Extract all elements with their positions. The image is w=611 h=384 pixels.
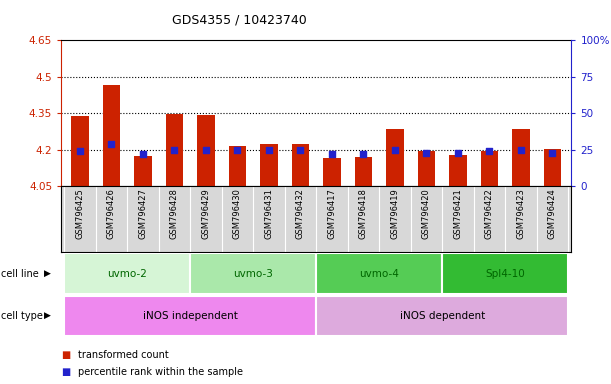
Text: cell line: cell line bbox=[1, 268, 38, 279]
Text: GSM796429: GSM796429 bbox=[202, 188, 210, 239]
Bar bbox=[197, 115, 214, 186]
Bar bbox=[229, 146, 246, 186]
Text: GSM796418: GSM796418 bbox=[359, 188, 368, 239]
Text: GSM796420: GSM796420 bbox=[422, 188, 431, 239]
Text: GSM796422: GSM796422 bbox=[485, 188, 494, 239]
Text: ■: ■ bbox=[61, 367, 70, 377]
Bar bbox=[64, 253, 190, 294]
Bar bbox=[544, 149, 561, 186]
Text: cell type: cell type bbox=[1, 311, 43, 321]
Bar bbox=[442, 253, 568, 294]
Bar bbox=[71, 116, 89, 186]
Text: iNOS independent: iNOS independent bbox=[143, 311, 238, 321]
Point bbox=[359, 151, 368, 157]
Bar bbox=[166, 114, 183, 186]
Bar bbox=[386, 129, 404, 186]
Point bbox=[547, 150, 557, 156]
Bar bbox=[323, 158, 340, 186]
Text: percentile rank within the sample: percentile rank within the sample bbox=[78, 367, 243, 377]
Text: transformed count: transformed count bbox=[78, 350, 169, 360]
Bar bbox=[316, 296, 568, 336]
Text: uvmo-3: uvmo-3 bbox=[233, 268, 273, 279]
Text: GSM796431: GSM796431 bbox=[265, 188, 274, 239]
Bar bbox=[292, 144, 309, 186]
Text: GSM796425: GSM796425 bbox=[76, 188, 84, 239]
Point bbox=[233, 147, 243, 153]
Text: iNOS dependent: iNOS dependent bbox=[400, 311, 485, 321]
Point bbox=[327, 151, 337, 157]
Bar bbox=[103, 85, 120, 186]
Text: uvmo-2: uvmo-2 bbox=[108, 268, 147, 279]
Bar bbox=[190, 253, 316, 294]
Text: GSM796427: GSM796427 bbox=[139, 188, 147, 239]
Point bbox=[422, 150, 431, 156]
Point bbox=[106, 141, 116, 147]
Bar bbox=[449, 155, 467, 186]
Text: GSM796426: GSM796426 bbox=[107, 188, 116, 239]
Point bbox=[201, 147, 211, 153]
Text: GSM796419: GSM796419 bbox=[390, 188, 400, 239]
Point bbox=[264, 147, 274, 153]
Bar bbox=[512, 129, 530, 186]
Bar bbox=[134, 156, 152, 186]
Text: ▶: ▶ bbox=[44, 269, 51, 278]
Point bbox=[516, 147, 526, 153]
Text: GSM796432: GSM796432 bbox=[296, 188, 305, 239]
Text: GDS4355 / 10423740: GDS4355 / 10423740 bbox=[172, 13, 307, 26]
Bar bbox=[481, 151, 498, 186]
Point bbox=[390, 147, 400, 153]
Text: GSM796430: GSM796430 bbox=[233, 188, 242, 239]
Bar bbox=[260, 144, 277, 186]
Point bbox=[75, 148, 85, 154]
Text: GSM796421: GSM796421 bbox=[453, 188, 463, 239]
Text: ■: ■ bbox=[61, 350, 70, 360]
Point bbox=[453, 150, 463, 156]
Text: GSM796428: GSM796428 bbox=[170, 188, 179, 239]
Point bbox=[485, 148, 494, 154]
Bar bbox=[418, 151, 435, 186]
Bar bbox=[316, 253, 442, 294]
Text: uvmo-4: uvmo-4 bbox=[359, 268, 399, 279]
Point bbox=[138, 151, 148, 157]
Bar bbox=[64, 296, 316, 336]
Point bbox=[170, 147, 180, 153]
Point bbox=[296, 147, 306, 153]
Text: ▶: ▶ bbox=[44, 311, 51, 320]
Text: GSM796423: GSM796423 bbox=[516, 188, 525, 239]
Bar bbox=[355, 157, 372, 186]
Text: GSM796417: GSM796417 bbox=[327, 188, 337, 239]
Text: GSM796424: GSM796424 bbox=[548, 188, 557, 239]
Text: Spl4-10: Spl4-10 bbox=[485, 268, 525, 279]
